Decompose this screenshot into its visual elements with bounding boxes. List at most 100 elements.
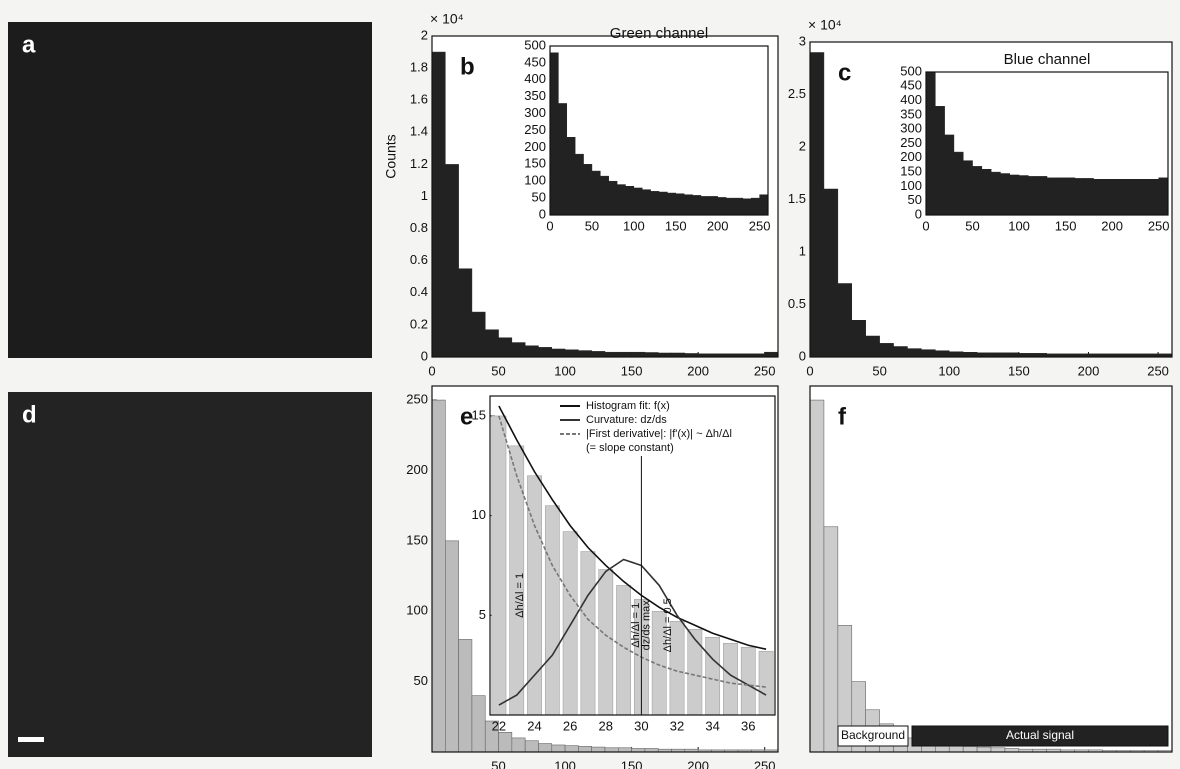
- y-tick-label: 350: [900, 106, 922, 121]
- x-tick-label: 0: [922, 218, 929, 233]
- histogram-bar: [823, 188, 839, 358]
- x-tick-label: 150: [665, 218, 687, 233]
- series-line: [498, 558, 767, 706]
- y-tick-label: 3: [799, 33, 806, 48]
- histogram-bar: [948, 351, 964, 358]
- x-tick-label: 50: [965, 218, 979, 233]
- histogram-bar: [538, 347, 553, 358]
- histogram-bar: [431, 51, 446, 358]
- x-tick-label: 100: [938, 363, 960, 378]
- annotation: Δh/Δl = 1: [514, 573, 526, 618]
- y-tick-label: 1: [799, 243, 806, 258]
- histogram-bar: [764, 351, 779, 358]
- histogram-bar: [750, 197, 760, 216]
- x-tick-label: 150: [1055, 218, 1077, 233]
- bar: [758, 650, 774, 716]
- histogram-bar: [538, 743, 553, 753]
- histogram-bar: [1056, 177, 1066, 216]
- bar: [580, 551, 596, 716]
- histogram-bar: [1149, 179, 1159, 216]
- histogram-bar: [618, 351, 632, 358]
- x-tick-label: 150: [621, 758, 643, 769]
- histogram-bar: [1158, 177, 1169, 216]
- histogram-bar: [608, 180, 618, 216]
- y-tick-label: 350: [524, 88, 546, 103]
- inset-title: Green channel: [610, 25, 708, 42]
- y-tick-label: 1.5: [788, 191, 806, 206]
- panel-label: b: [460, 53, 475, 80]
- panel-label: f: [838, 403, 847, 430]
- y-axis-label: Counts: [383, 134, 399, 178]
- histogram-bar: [925, 71, 936, 216]
- histogram-bar: [879, 343, 894, 358]
- x-tick-label: 32: [670, 718, 684, 733]
- y-tick-label: 250: [406, 392, 428, 407]
- x-tick-label: 200: [707, 218, 729, 233]
- series-line: [498, 405, 767, 650]
- histogram-bar: [524, 345, 539, 358]
- bar: [527, 475, 542, 716]
- histogram-bar: [591, 351, 606, 358]
- histogram-bar: [458, 268, 473, 358]
- axes-frame: [431, 35, 779, 358]
- histogram-bar: [1065, 177, 1076, 216]
- x-tick-label: 50: [872, 363, 886, 378]
- y-tick-label: 450: [524, 54, 546, 69]
- legend-label: |First derivative|: |f'(x)| ~ Δh/Δl: [586, 428, 732, 440]
- histogram-bar: [734, 197, 744, 216]
- histogram-bar: [1028, 176, 1038, 216]
- histogram-bar: [675, 193, 685, 216]
- histogram-bar: [551, 744, 566, 753]
- y-tick-label: 0: [799, 348, 806, 363]
- y-tick-label: 2: [799, 138, 806, 153]
- histogram-bar: [458, 639, 473, 753]
- histogram-bar: [893, 346, 908, 358]
- histogram-bar: [907, 348, 922, 358]
- histogram-bar: [976, 746, 992, 753]
- histogram-bar: [990, 352, 1006, 358]
- histogram-bar: [524, 740, 539, 753]
- x-tick-label: 200: [1101, 218, 1123, 233]
- x-tick-label: 250: [754, 758, 776, 769]
- histogram-bar: [944, 134, 955, 216]
- region-label: Background: [841, 728, 905, 742]
- panel-label: e: [460, 403, 473, 430]
- histogram-bar: [1083, 178, 1094, 216]
- histogram-bar: [631, 351, 646, 358]
- axes-frame: [809, 41, 1173, 358]
- y-tick-label: 500: [524, 37, 546, 52]
- histogram-bar: [591, 746, 606, 753]
- y-tick-label: 10: [472, 507, 486, 522]
- x-tick-label: 22: [492, 718, 506, 733]
- histogram-bar: [644, 352, 659, 358]
- histogram-bar: [618, 747, 632, 753]
- y-tick-label: 1.6: [410, 92, 428, 107]
- y-tick-label: 100: [406, 603, 428, 618]
- x-tick-label: 100: [1008, 218, 1030, 233]
- histogram-bar: [498, 731, 513, 753]
- y-tick-label: 5: [479, 607, 486, 622]
- axes-frame: [489, 395, 776, 716]
- bar: [598, 569, 614, 716]
- histogram-bar: [600, 175, 609, 216]
- x-tick-label: 24: [527, 718, 541, 733]
- histogram-bar: [921, 349, 936, 358]
- histogram-bar: [578, 746, 592, 753]
- micrograph: [8, 392, 372, 757]
- legend-note: (= slope constant): [586, 442, 674, 454]
- histogram-bar: [742, 198, 752, 216]
- histogram-bar: [1009, 174, 1020, 216]
- histogram-bar: [1046, 177, 1057, 216]
- histogram-bar: [935, 106, 945, 216]
- histogram-bar: [511, 342, 526, 358]
- panel-label: a: [22, 31, 36, 58]
- histogram-bar: [578, 350, 592, 358]
- histogram-bar: [865, 335, 880, 358]
- x-tick-label: 0: [806, 363, 813, 378]
- histogram-bar: [935, 350, 950, 358]
- histogram-bar: [1004, 352, 1020, 358]
- scale-bar: [18, 737, 44, 742]
- y-tick-label: 400: [900, 92, 922, 107]
- histogram-bar: [471, 695, 486, 753]
- x-tick-label: 200: [1078, 363, 1100, 378]
